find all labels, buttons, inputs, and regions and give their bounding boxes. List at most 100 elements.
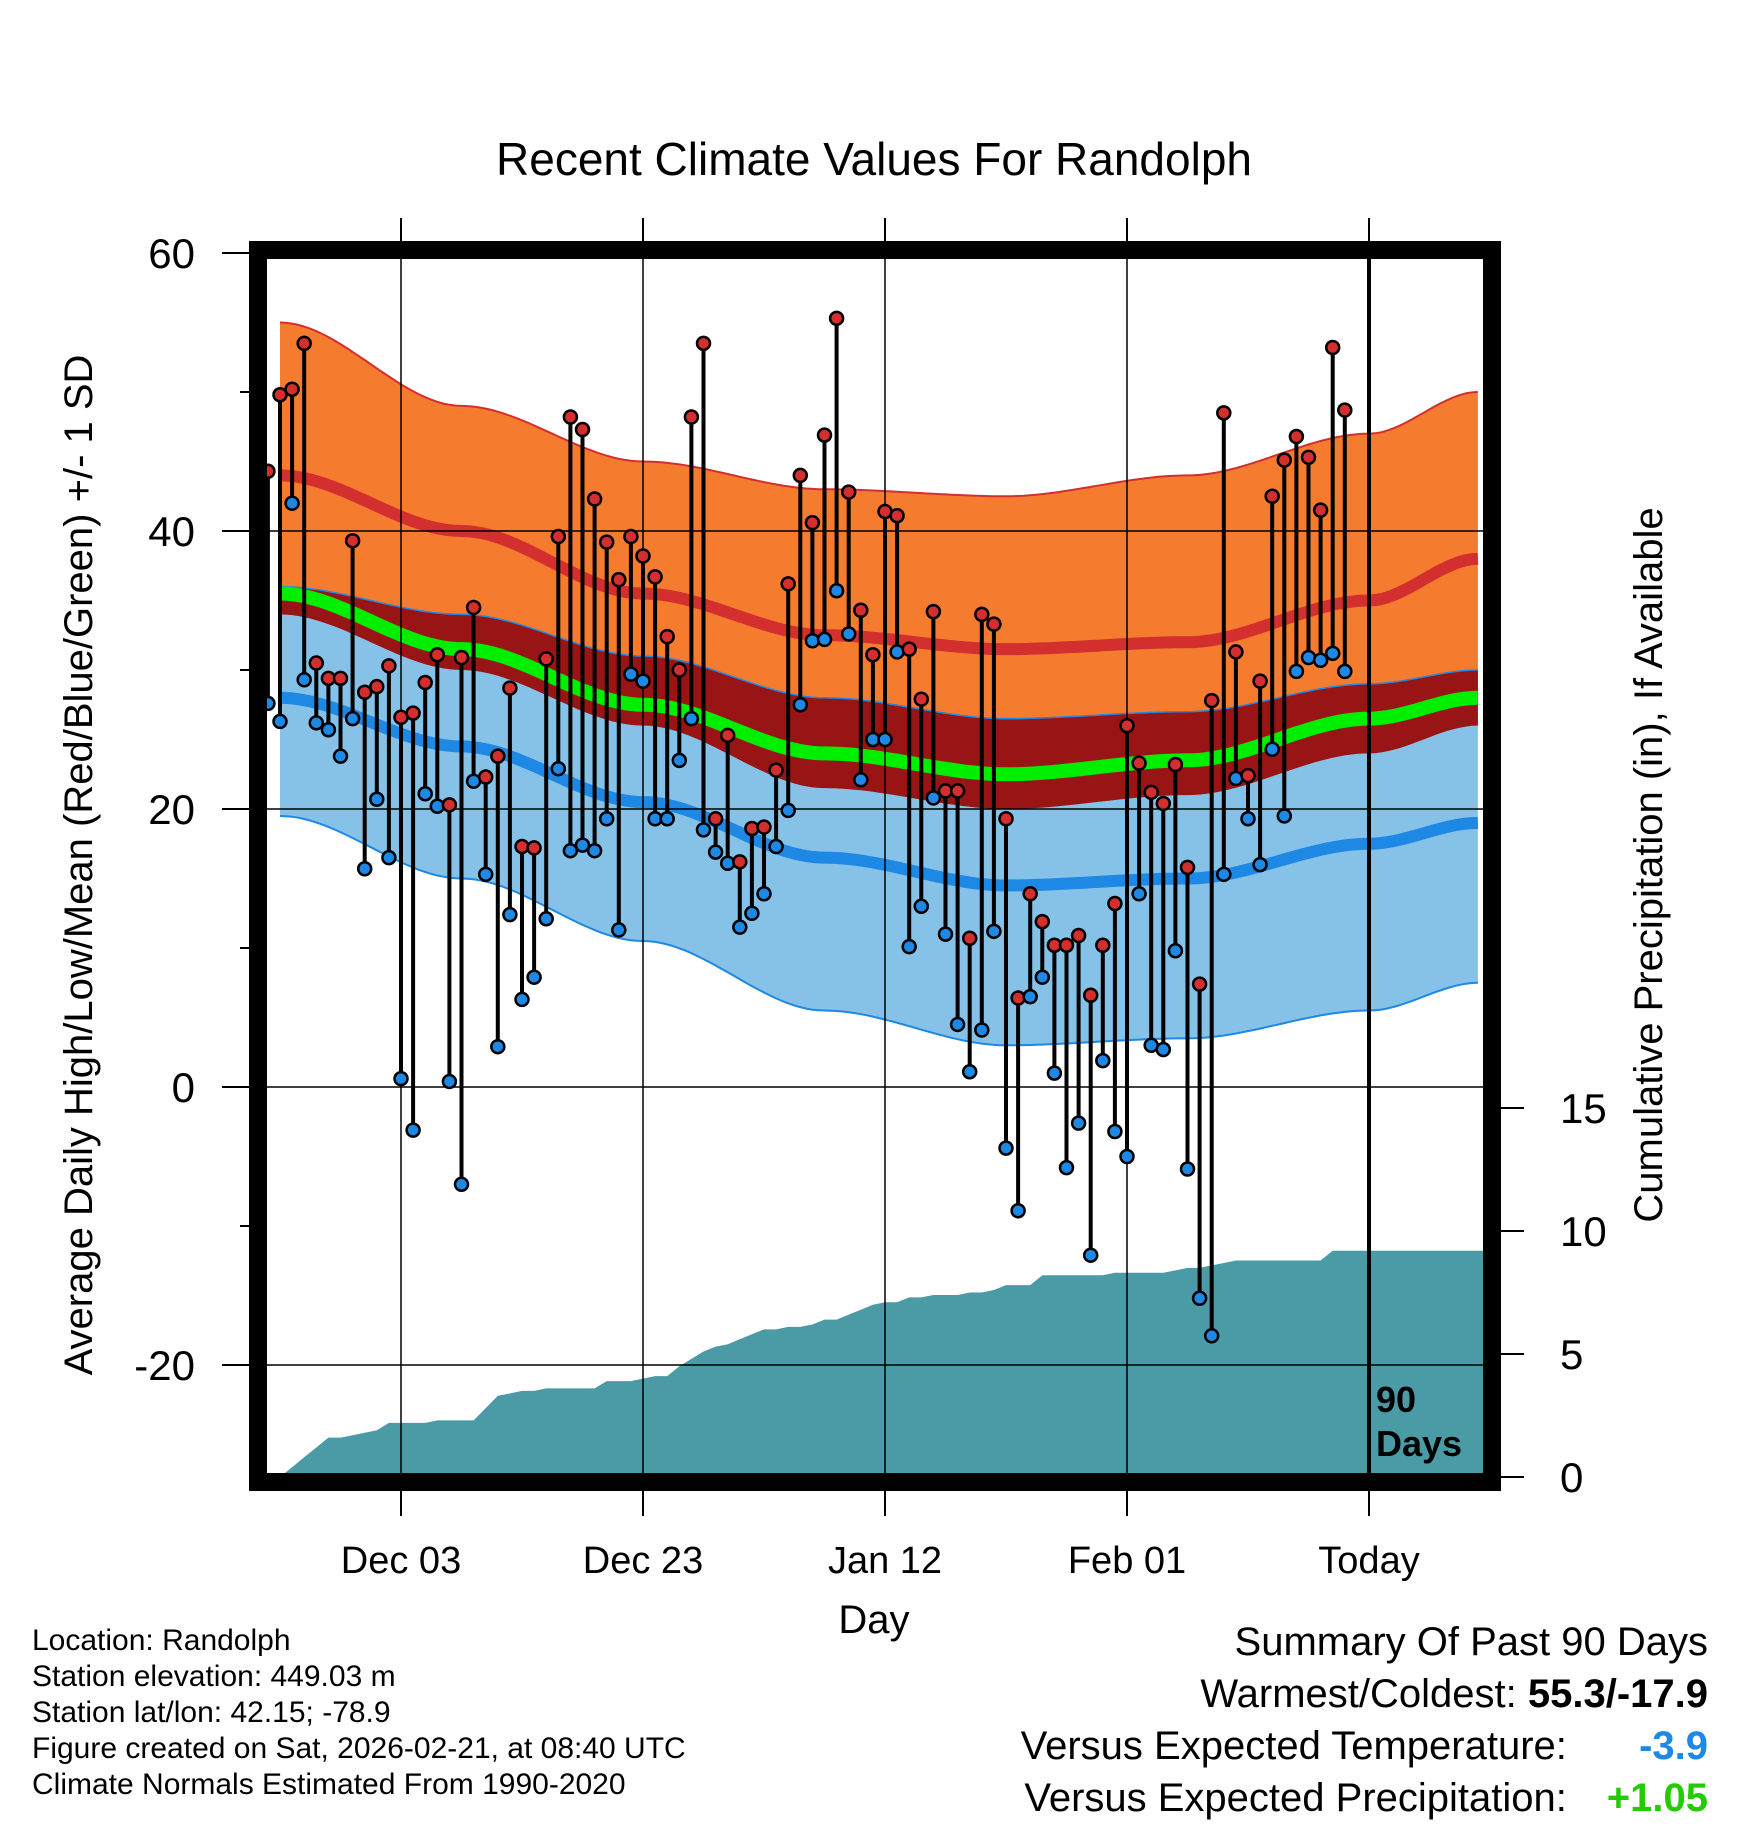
info-created: Figure created on Sat, 2026-02-21, at 08… (32, 1732, 686, 1765)
summary-temp-row: Versus Expected Temperature: -3.9 (1021, 1724, 1708, 1776)
low-point (901, 938, 917, 955)
low-point (453, 1176, 470, 1193)
low-point (574, 837, 591, 853)
y-tick-label: 60 (148, 230, 195, 277)
low-point (744, 905, 760, 921)
high-point (284, 381, 300, 397)
low-point (1324, 645, 1341, 662)
low-point (1131, 886, 1147, 902)
low-point (1155, 1041, 1172, 1058)
info-location: Location: Randolph (32, 1624, 291, 1657)
high-point (586, 491, 603, 507)
low-point (1276, 808, 1293, 824)
high-point (901, 641, 917, 657)
station-info: Location: Randolph Station elevation: 44… (32, 1623, 686, 1803)
info-normals: Climate Normals Estimated From 1990-2020 (32, 1768, 626, 1801)
high-point (381, 658, 397, 674)
low-point (671, 752, 688, 769)
high-point (574, 421, 591, 438)
high-point (465, 599, 482, 616)
low-point (1240, 810, 1256, 827)
high-point (635, 548, 651, 564)
high-point (756, 819, 772, 835)
low-point (1228, 770, 1244, 787)
high-point (538, 651, 554, 667)
low-point (272, 713, 288, 730)
low-point (538, 911, 554, 927)
summary-warmest-label: Warmest/Coldest: (1200, 1672, 1517, 1716)
high-point (986, 616, 1002, 632)
high-point (1312, 502, 1329, 518)
low-normal-line (279, 691, 1479, 892)
low-point (780, 802, 796, 819)
high-point (1191, 976, 1208, 992)
high-point (598, 534, 615, 550)
low-point (477, 866, 494, 883)
high-point (768, 762, 784, 778)
low-point (937, 926, 954, 942)
x-tick-label: Dec 03 (341, 1540, 461, 1582)
high-point (719, 727, 736, 744)
precip-area (267, 1250, 1492, 1477)
high-point (647, 569, 663, 585)
summary-block: Summary Of Past 90 Days Warmest/Coldest:… (1021, 1620, 1708, 1828)
low-point (308, 715, 325, 731)
low-plus-sd-line (279, 585, 1478, 720)
low-point (768, 838, 784, 855)
plot-area: 90 Days (249, 241, 1501, 1491)
high-point (1216, 405, 1232, 421)
info-elevation: Station elevation: 449.03 m (32, 1660, 396, 1693)
x-tick-label: Feb 01 (1068, 1540, 1186, 1582)
low-point (1312, 652, 1329, 669)
high-point (1107, 895, 1123, 912)
high-point (1155, 795, 1172, 812)
low-point (514, 991, 530, 1008)
low-point (405, 1122, 421, 1138)
y2-tick-label: 15 (1560, 1085, 1607, 1132)
high-point (1276, 452, 1293, 468)
high-point (308, 655, 325, 671)
low-point (369, 791, 385, 808)
low-point (284, 495, 300, 511)
plot-frame (249, 241, 1501, 1491)
high-point (792, 467, 809, 484)
high-point (1264, 488, 1280, 504)
high-point (1252, 673, 1268, 689)
low-point (986, 923, 1002, 940)
low-point (1191, 1290, 1208, 1307)
high-point (828, 310, 845, 327)
high-point (502, 680, 518, 696)
low-point (1022, 988, 1038, 1005)
low-point (1203, 1328, 1220, 1344)
summary-title: Summary Of Past 90 Days (1234, 1620, 1708, 1664)
high-point (477, 769, 494, 785)
low-point (913, 898, 930, 915)
high-point (562, 409, 579, 425)
high-point (1095, 937, 1111, 953)
high-point (1143, 784, 1159, 801)
low-point (695, 822, 712, 838)
low-point (1034, 969, 1051, 985)
high-point (369, 678, 385, 695)
low-point (732, 919, 748, 935)
low-point (1070, 1115, 1087, 1131)
y2-tick-label: 5 (1560, 1331, 1583, 1378)
low-point (1252, 856, 1268, 873)
high-point (853, 602, 869, 618)
low-point (332, 748, 349, 764)
high-point (1300, 449, 1317, 466)
low-point (1179, 1161, 1196, 1177)
high-point (925, 603, 942, 620)
low-point (659, 810, 675, 827)
y-tick-label: 20 (148, 786, 195, 833)
high-point (429, 646, 446, 663)
high-point (417, 674, 433, 691)
low-point (756, 886, 772, 902)
y2-axis-label: Cumulative Precipitation (in), If Availa… (1627, 507, 1671, 1222)
y2-tick-label: 10 (1560, 1208, 1607, 1255)
high-point (272, 387, 288, 403)
low-point (1095, 1052, 1111, 1069)
high-point (804, 514, 821, 531)
low-point (417, 785, 433, 802)
summary-precip-row: Versus Expected Precipitation: +1.05 (1021, 1776, 1708, 1828)
